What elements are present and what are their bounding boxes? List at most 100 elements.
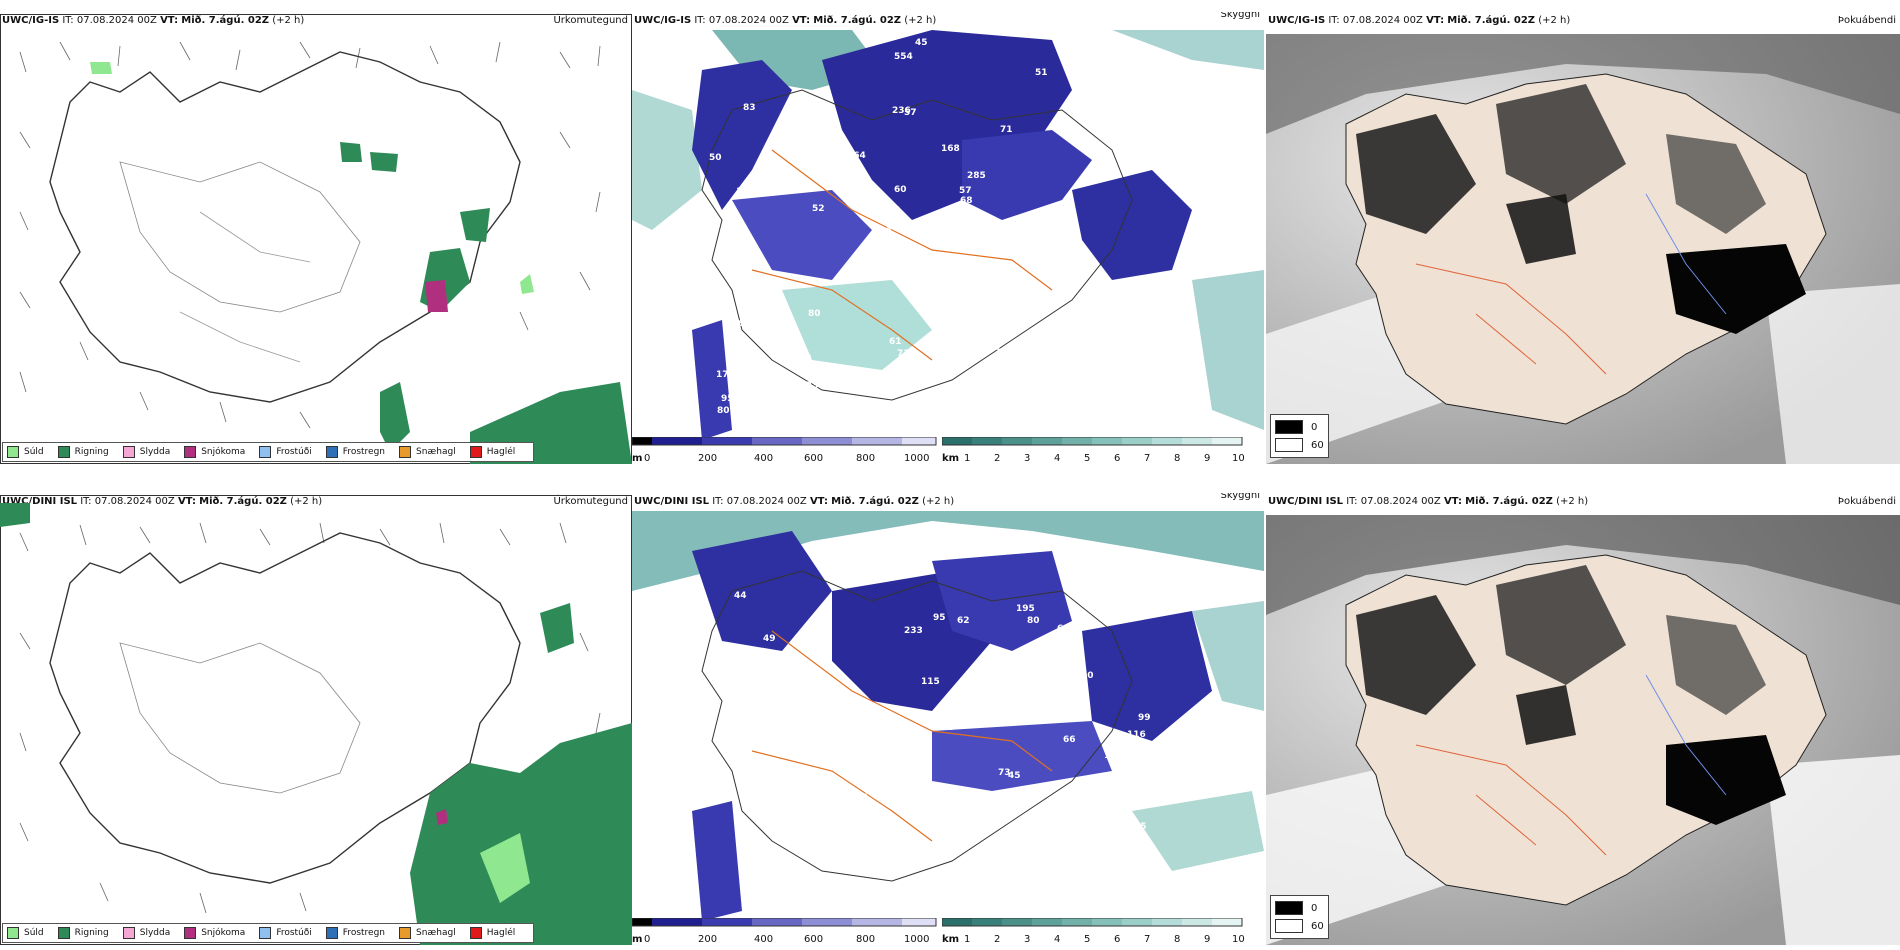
ceiling-value-label: 66 [1125,579,1138,589]
ceiling-value-label: 107 [780,729,799,739]
ceiling-value-label: 62 [788,334,801,344]
visibility-unit: km [942,453,960,464]
ceiling-value-label: 40 [760,393,773,403]
ceiling-value-label: 73 [805,108,818,118]
ceiling-value-label: 51 [1048,849,1061,859]
vis-tick: 4 [1054,453,1061,464]
ceiling-value-label: 75 [995,348,1008,358]
ceiling-value-label: 68 [781,168,794,178]
ceiling-value-label: 57 [904,108,917,118]
vis-tick: 7 [1144,934,1151,945]
ceiling-colorbar: m 0 200 400 600 800 1000 [632,437,938,464]
precip-map [19,41,632,464]
ceiling-tick: 400 [754,934,774,945]
ceiling-value-label: 54 [740,791,753,801]
ceiling-tick: 1000 [904,453,930,464]
ceiling-value-label: 44 [754,852,767,862]
ceiling-value-label: 62 [992,719,1005,729]
precip-type-legend: Súld Rigning Slydda Snjókoma Frostúði Fr… [2,923,535,943]
ceiling-value-label: 70 [1081,671,1094,681]
panel-title: Úrkomutegund [553,496,628,507]
ceiling-value-label: 38 [717,684,730,694]
legend-item-frostudi: Frostúði [259,446,312,458]
legend-item-snjokoma: Snjókoma [184,446,245,458]
ceiling-value-label: 181 [1104,751,1123,761]
ceiling-value-label: 195 [1016,604,1035,614]
precip-type-panel-top: UWC/IG-IS IT: 07.08.2024 00Z VT: Mið. 7.… [0,12,632,464]
panel-title: Skyggni [1220,493,1260,501]
visibility-colorbar: km 1 2 3 4 5 6 7 8 9 10 [942,437,1262,464]
legend-item-slydda: Slydda [122,446,170,458]
panel-title: Úrkomutegund [553,15,628,26]
fog-index-legend: 0 60 [1270,414,1329,458]
panel-header: UWC/DINI ISL IT: 07.08.2024 00Z VT: Mið.… [1268,496,1589,507]
ceiling-value-label: 82 [1108,891,1121,901]
vis-tick: 2 [994,453,1001,464]
ceiling-value-label: 110 [1137,90,1156,100]
fog-index-panel-top: UWC/IG-IS IT: 07.08.2024 00Z VT: Mið. 7.… [1266,12,1900,464]
ceiling-tick: 200 [698,934,718,945]
vis-tick: 10 [1232,453,1245,464]
vis-tick: 9 [1204,934,1211,945]
vis-tick: 5 [1084,453,1091,464]
ceiling-tick: 0 [644,934,651,945]
precip-type-legend: Súld Rigning Slydda Snjókoma Frostúði Fr… [2,442,535,462]
ceiling-value-label: 59 [944,407,957,417]
legend-item-snaehagl: Snæhagl [399,446,456,458]
ceiling-value-label: 80 [953,698,966,708]
ceiling-tick: 800 [856,934,876,945]
ceiling-value-labels: 82 107 73 44 65 49 50 48 64 95 80 59 63 56 62 54 66 80 38 4… [717,547,1194,901]
legend-item-snjokoma: Snjókoma [184,927,245,939]
ceiling-value-label: 48 [843,742,856,752]
ceiling-unit: m [632,934,643,945]
ceiling-colorbar: m 0 200 400 600 800 1000 [632,918,938,945]
ceiling-value-label: 59 [1080,863,1093,873]
ceiling-value-label: 63 [738,319,751,329]
ceiling-value-label: 233 [904,626,923,636]
ceiling-map: 75 117 110 79 71 40 236 168 74 564 177 113 57 285 138 8… [632,30,1264,450]
ceiling-value-label: 80 [833,154,846,164]
vis-tick: 7 [1144,453,1151,464]
ceiling-value-label: 71 [1000,125,1013,135]
legend-item-sudl: Súld [7,446,44,458]
ceiling-tick: 600 [804,453,824,464]
ceiling-value-label: 50 [782,836,795,846]
ceiling-value-label: 54 [1122,547,1135,557]
ceiling-value-label: 60 [894,185,907,195]
fog-index-panel-bottom: UWC/DINI ISL IT: 07.08.2024 00Z VT: Mið.… [1266,493,1900,945]
ceiling-value-label: 126 [1083,73,1102,83]
ceiling-value-label: 52 [755,738,768,748]
ceiling-value-label: 177 [716,370,735,380]
vis-tick: 8 [1174,934,1181,945]
ceiling-value-label: 80 [808,309,821,319]
ceiling-value-label: 75 [1129,387,1142,397]
vis-tick: 3 [1024,934,1031,945]
legend-item-snaehagl: Snæhagl [399,927,456,939]
ceiling-value-label: 54 [888,206,901,216]
ceiling-value-label: 149 [759,412,778,422]
ceiling-value-label: 99 [1138,713,1151,723]
ceiling-map: 82 107 73 44 65 49 50 48 64 95 80 59 63 56 62 54 66 80 38 4… [632,511,1264,931]
legend-item-sudl: Súld [7,927,44,939]
ceiling-value-label: 115 [921,677,940,687]
ceiling-value-label: 95 [933,613,946,623]
ceiling-value-label: 95 [721,394,734,404]
vis-tick: 5 [1084,934,1091,945]
ceiling-value-label: 45 [1008,771,1021,781]
ceiling-value-label: 71 [897,349,910,359]
vis-tick: 10 [1232,934,1245,945]
visibility-colorbar: km 1 2 3 4 5 6 7 8 9 10 [942,918,1262,945]
precip-type-panel-bottom: UWC/DINI ISL IT: 07.08.2024 00Z VT: Mið.… [0,493,632,945]
ceiling-value-label: 554 [894,52,913,62]
ceiling-value-label: 111 [789,130,808,140]
ceiling-value-label: 74 [752,312,765,322]
ceiling-value-label: 59 [1170,77,1183,87]
map-frame [0,14,632,464]
legend-item-rigning: Rigning [57,927,109,939]
ceiling-value-label: 62 [957,616,970,626]
ceiling-value-label: 44 [734,591,747,601]
ceiling-value-label: 50 [709,153,722,163]
legend-item-haglel: Haglél [469,927,515,939]
vis-tick: 6 [1114,934,1121,945]
ceiling-value-label: 111 [850,793,869,803]
